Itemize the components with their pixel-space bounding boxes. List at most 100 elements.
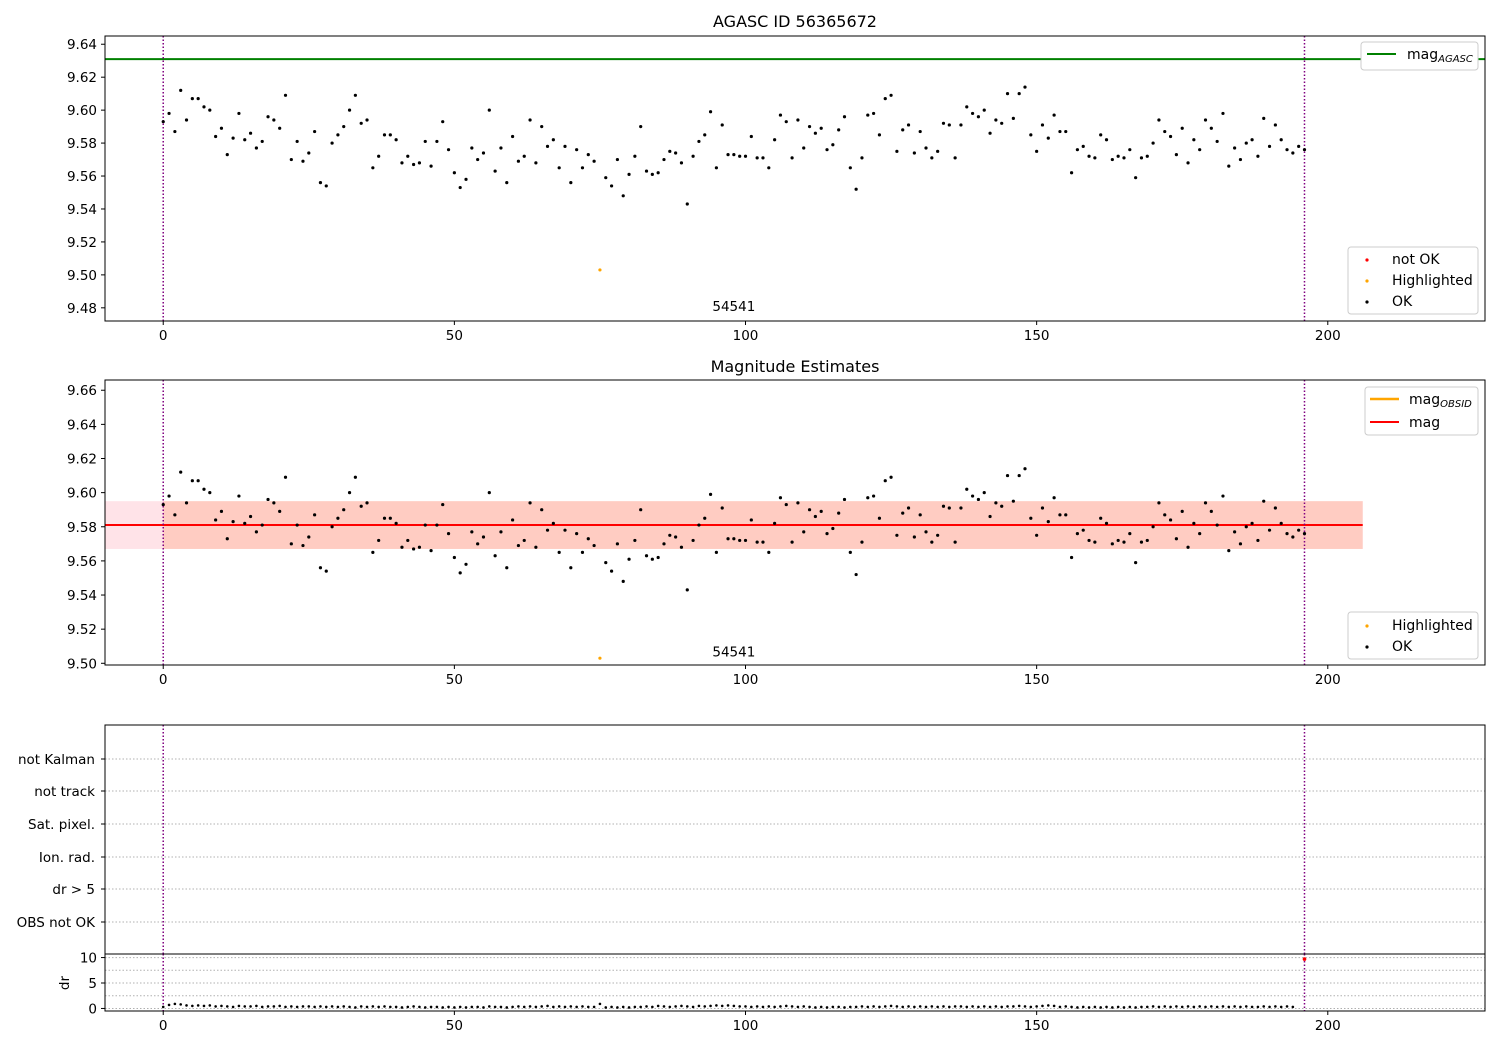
ok-point: [1238, 157, 1243, 162]
dr-point: [1274, 1005, 1277, 1008]
ok-point: [918, 513, 922, 517]
ok-point: [382, 516, 387, 520]
ok-point: [173, 129, 177, 134]
ok-point: [1198, 531, 1202, 536]
dr-point: [1204, 1005, 1207, 1009]
ok-point: [621, 579, 625, 583]
ok-point: [1040, 123, 1045, 127]
dr-point: [988, 1005, 992, 1009]
dr-point: [284, 1005, 287, 1009]
ok-point: [1291, 151, 1295, 155]
dr-point: [324, 1005, 328, 1009]
ok-point: [382, 133, 387, 137]
dr-point: [499, 1005, 503, 1009]
dr-point: [476, 1005, 479, 1009]
y-tick-label: 9.62: [67, 452, 97, 468]
y-tick-label: 9.56: [67, 554, 97, 570]
legend-mag-obsid-main: mag: [1409, 392, 1440, 408]
dr-point: [750, 1005, 753, 1009]
ok-point: [493, 169, 497, 173]
legend-mag-agasc-label: magAGASC: [1407, 47, 1473, 65]
ok-point: [953, 156, 957, 160]
dr-point: [633, 1005, 637, 1009]
ok-point: [1005, 473, 1010, 478]
dr-point: [260, 1005, 264, 1009]
ok-point: [1005, 92, 1010, 96]
dr-point: [1058, 1005, 1062, 1009]
ok-point: [540, 508, 544, 512]
ok-point: [1273, 123, 1277, 127]
dr-point: [208, 1004, 212, 1007]
ok-point: [1215, 523, 1219, 527]
ok-point: [161, 502, 165, 507]
dr-point: [220, 1004, 223, 1008]
ok-point: [714, 550, 718, 554]
legend-not-ok-marker: [1365, 258, 1369, 262]
dr-point: [202, 1004, 206, 1008]
ok-point: [941, 504, 946, 508]
ok-point: [563, 528, 567, 532]
dr-point: [924, 1005, 928, 1009]
ok-point: [866, 496, 870, 500]
ok-point: [452, 171, 456, 175]
dr-point: [918, 1005, 922, 1008]
ok-point: [1163, 129, 1167, 134]
dr-point: [505, 1006, 509, 1009]
ok-point: [260, 139, 264, 144]
x-tick-label: 200: [1315, 328, 1341, 344]
ok-point: [470, 530, 474, 534]
ok-point: [639, 508, 643, 512]
dr-point: [1163, 1005, 1167, 1008]
dr-point: [185, 1004, 188, 1007]
x-tick-label: 0: [159, 672, 168, 688]
dr-points: [161, 957, 1307, 1009]
ok-point: [1221, 494, 1225, 498]
dr-point: [982, 1005, 986, 1008]
ok-point: [522, 154, 526, 158]
dr-point: [429, 1005, 433, 1009]
ok-point: [377, 154, 381, 158]
agasc-legend-points: not OK Highlighted OK: [1347, 246, 1479, 315]
ok-point: [1139, 540, 1144, 544]
ok-point: [1174, 537, 1178, 541]
ok-point: [1302, 531, 1307, 536]
ok-point: [726, 153, 730, 157]
dr-point: [586, 1005, 590, 1009]
ok-point: [516, 543, 521, 548]
dr-point: [697, 1004, 701, 1008]
dr-point: [936, 1005, 939, 1009]
ok-point: [970, 111, 975, 116]
ok-point: [254, 530, 258, 534]
ok-point: [802, 146, 806, 150]
dr-point: [522, 1005, 526, 1009]
ok-point: [1128, 531, 1132, 536]
ok-point: [557, 166, 561, 170]
ok-point: [342, 125, 346, 129]
dr-point: [569, 1005, 573, 1008]
ok-point: [1110, 542, 1114, 546]
ok-point: [627, 172, 631, 176]
ok-point: [388, 133, 392, 137]
ok-point: [813, 131, 817, 135]
ok-point: [912, 535, 916, 539]
dr-point: [685, 1005, 689, 1008]
ok-point: [1110, 157, 1114, 162]
ok-point: [487, 108, 491, 112]
ok-point: [738, 154, 742, 158]
ok-point: [1227, 164, 1231, 168]
dr-point: [249, 1005, 252, 1008]
ok-point: [842, 497, 847, 502]
ok-point: [1262, 499, 1266, 503]
ok-point: [889, 93, 893, 97]
estimates-legend-points: Highlighted OK: [1347, 611, 1479, 660]
dr-point: [1192, 1005, 1196, 1009]
ok-point: [720, 123, 724, 127]
estimates-legend-lines: magOBSID mag: [1364, 386, 1479, 436]
ok-point: [272, 118, 276, 122]
dr-point: [1233, 1005, 1236, 1008]
dr-point: [1081, 1005, 1085, 1009]
dr-point: [948, 1005, 951, 1009]
ok-point: [505, 181, 509, 185]
ok-point: [1244, 525, 1248, 529]
dr-point: [1087, 1006, 1091, 1009]
